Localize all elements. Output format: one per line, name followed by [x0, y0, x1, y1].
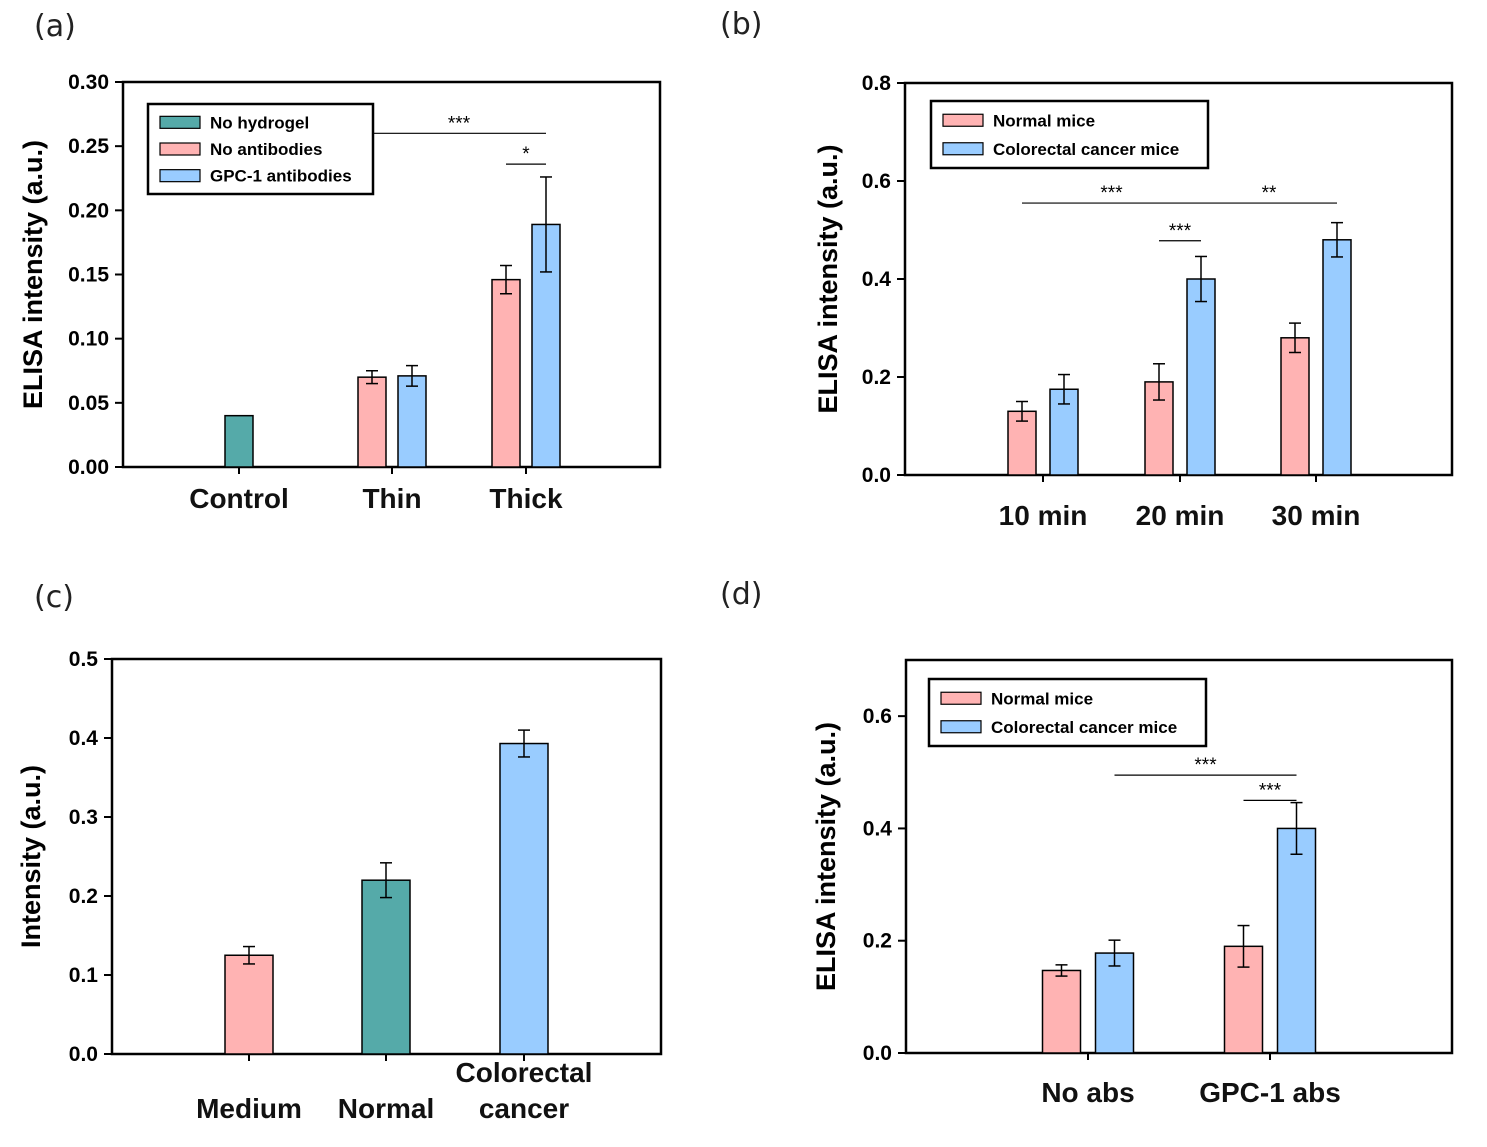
chart-panel-a: (a) 0.00 0.05 0.10 0.15 0.20 0.25 0.30 ELISA int…	[18, 9, 662, 514]
y-tick-label: 0.05	[68, 392, 109, 415]
y-axis-label: Intensity (a.u.)	[16, 765, 46, 948]
y-tick-label: 0.10	[68, 328, 109, 351]
bar-no-antibodies	[357, 376, 387, 468]
y-tick-label: 0.5	[69, 648, 99, 671]
bar-colorectal-cancer-mice	[1186, 278, 1216, 476]
y-axis-label: ELISA intensity (a.u.)	[811, 722, 841, 991]
x-category-label: GPC-1 abs	[1199, 1077, 1341, 1108]
plot-frame	[904, 658, 1454, 1055]
y-tick-label: 0.4	[69, 727, 99, 750]
bar-no-antibodies	[491, 278, 521, 468]
significance-label: ***	[1100, 183, 1123, 204]
x-category-label: Control	[189, 483, 289, 514]
y-tick-label: 0.0	[863, 1042, 892, 1065]
chart-panel-b: (b) 0.0 0.2 0.4 0.6 0.8 ELISA intensity (a.u.)…	[720, 7, 1454, 531]
bar-gpc-1-antibodies	[397, 375, 427, 468]
legend-swatch	[942, 142, 984, 156]
y-tick-label: 0.25	[68, 135, 109, 158]
legend-swatch	[942, 113, 984, 127]
significance-label: ***	[1169, 221, 1192, 242]
x-category-label: 10 min	[999, 500, 1088, 531]
y-tick-label: 0.0	[69, 1043, 98, 1066]
significance-label: ***	[1194, 755, 1217, 776]
x-category-label: Normal	[338, 1093, 434, 1124]
significance-label: *	[522, 144, 530, 165]
legend-entry: No antibodies	[210, 140, 322, 159]
y-tick-label: 0.2	[863, 930, 892, 953]
bar-normal-mice	[1041, 969, 1082, 1054]
legend-swatch	[940, 691, 982, 705]
x-category-label: Medium	[196, 1093, 302, 1124]
bar-normal	[361, 879, 411, 1055]
y-axis-label: ELISA intensity (a.u.)	[813, 144, 843, 413]
x-category-label: Colorectal	[456, 1057, 593, 1088]
y-tick-label: 0.4	[862, 268, 892, 291]
significance-label: ***	[1259, 780, 1282, 801]
panel-label: (d)	[720, 577, 762, 612]
y-tick-label: 0.15	[68, 264, 109, 287]
bar-normal-mice	[1007, 410, 1037, 476]
panel-label: (c)	[34, 580, 74, 615]
y-tick-label: 0.2	[862, 366, 891, 389]
legend-swatch	[940, 720, 982, 734]
x-category-label: 30 min	[1272, 500, 1361, 531]
legend-entry: GPC-1 antibodies	[210, 167, 352, 186]
y-tick-label: 0.1	[69, 964, 99, 987]
legend-entry: Normal mice	[993, 111, 1095, 130]
legend-swatch	[159, 142, 201, 156]
legend-entry: Colorectal cancer mice	[993, 140, 1179, 159]
bar-no-hydrogel	[224, 414, 254, 468]
significance-label: ***	[448, 113, 471, 134]
y-axis-label: ELISA intensity (a.u.)	[18, 140, 48, 409]
legend-entry: Colorectal cancer mice	[991, 718, 1177, 737]
bar-normal-mice	[1280, 337, 1310, 476]
y-tick-label: 0.6	[863, 705, 892, 728]
x-category-label: Thick	[489, 483, 563, 514]
significance-label: **	[1262, 183, 1277, 204]
bar-medium	[224, 954, 274, 1055]
y-tick-label: 0.30	[68, 71, 109, 94]
legend-box	[927, 677, 1208, 748]
bar-colorectal-cancer	[499, 742, 549, 1055]
x-category-label: 20 min	[1136, 500, 1225, 531]
legend-box	[929, 99, 1210, 170]
legend-entry: Normal mice	[991, 689, 1093, 708]
y-tick-label: 0.3	[69, 806, 98, 829]
panel-label: (b)	[720, 7, 762, 42]
y-tick-label: 0.00	[68, 456, 109, 479]
legend-entry: No hydrogel	[210, 113, 309, 132]
bar-colorectal-cancer-mice	[1322, 239, 1352, 476]
y-tick-label: 0.4	[863, 817, 893, 840]
x-category-label: No abs	[1041, 1077, 1134, 1108]
bar-colorectal-cancer-mice	[1094, 952, 1135, 1054]
legend-swatch	[159, 169, 201, 183]
legend-swatch	[159, 115, 201, 129]
x-category-label: Thin	[362, 483, 421, 514]
panel-label: (a)	[34, 9, 76, 44]
x-category-label: cancer	[479, 1093, 569, 1124]
chart-panel-d: (d) 0.0 0.2 0.4 0.6 ELISA intensity (a.u.) No …	[720, 577, 1454, 1108]
y-tick-label: 0.8	[862, 72, 892, 95]
y-tick-label: 0.6	[862, 170, 891, 193]
bar-colorectal-cancer-mice	[1276, 827, 1317, 1054]
y-tick-label: 0.2	[69, 885, 98, 908]
y-tick-label: 0.20	[68, 199, 109, 222]
chart-panel-c: (c) 0.0 0.1 0.2 0.3 0.4 0.5 Intensity (a.u.) Med…	[16, 580, 663, 1124]
y-tick-label: 0.0	[862, 464, 891, 487]
